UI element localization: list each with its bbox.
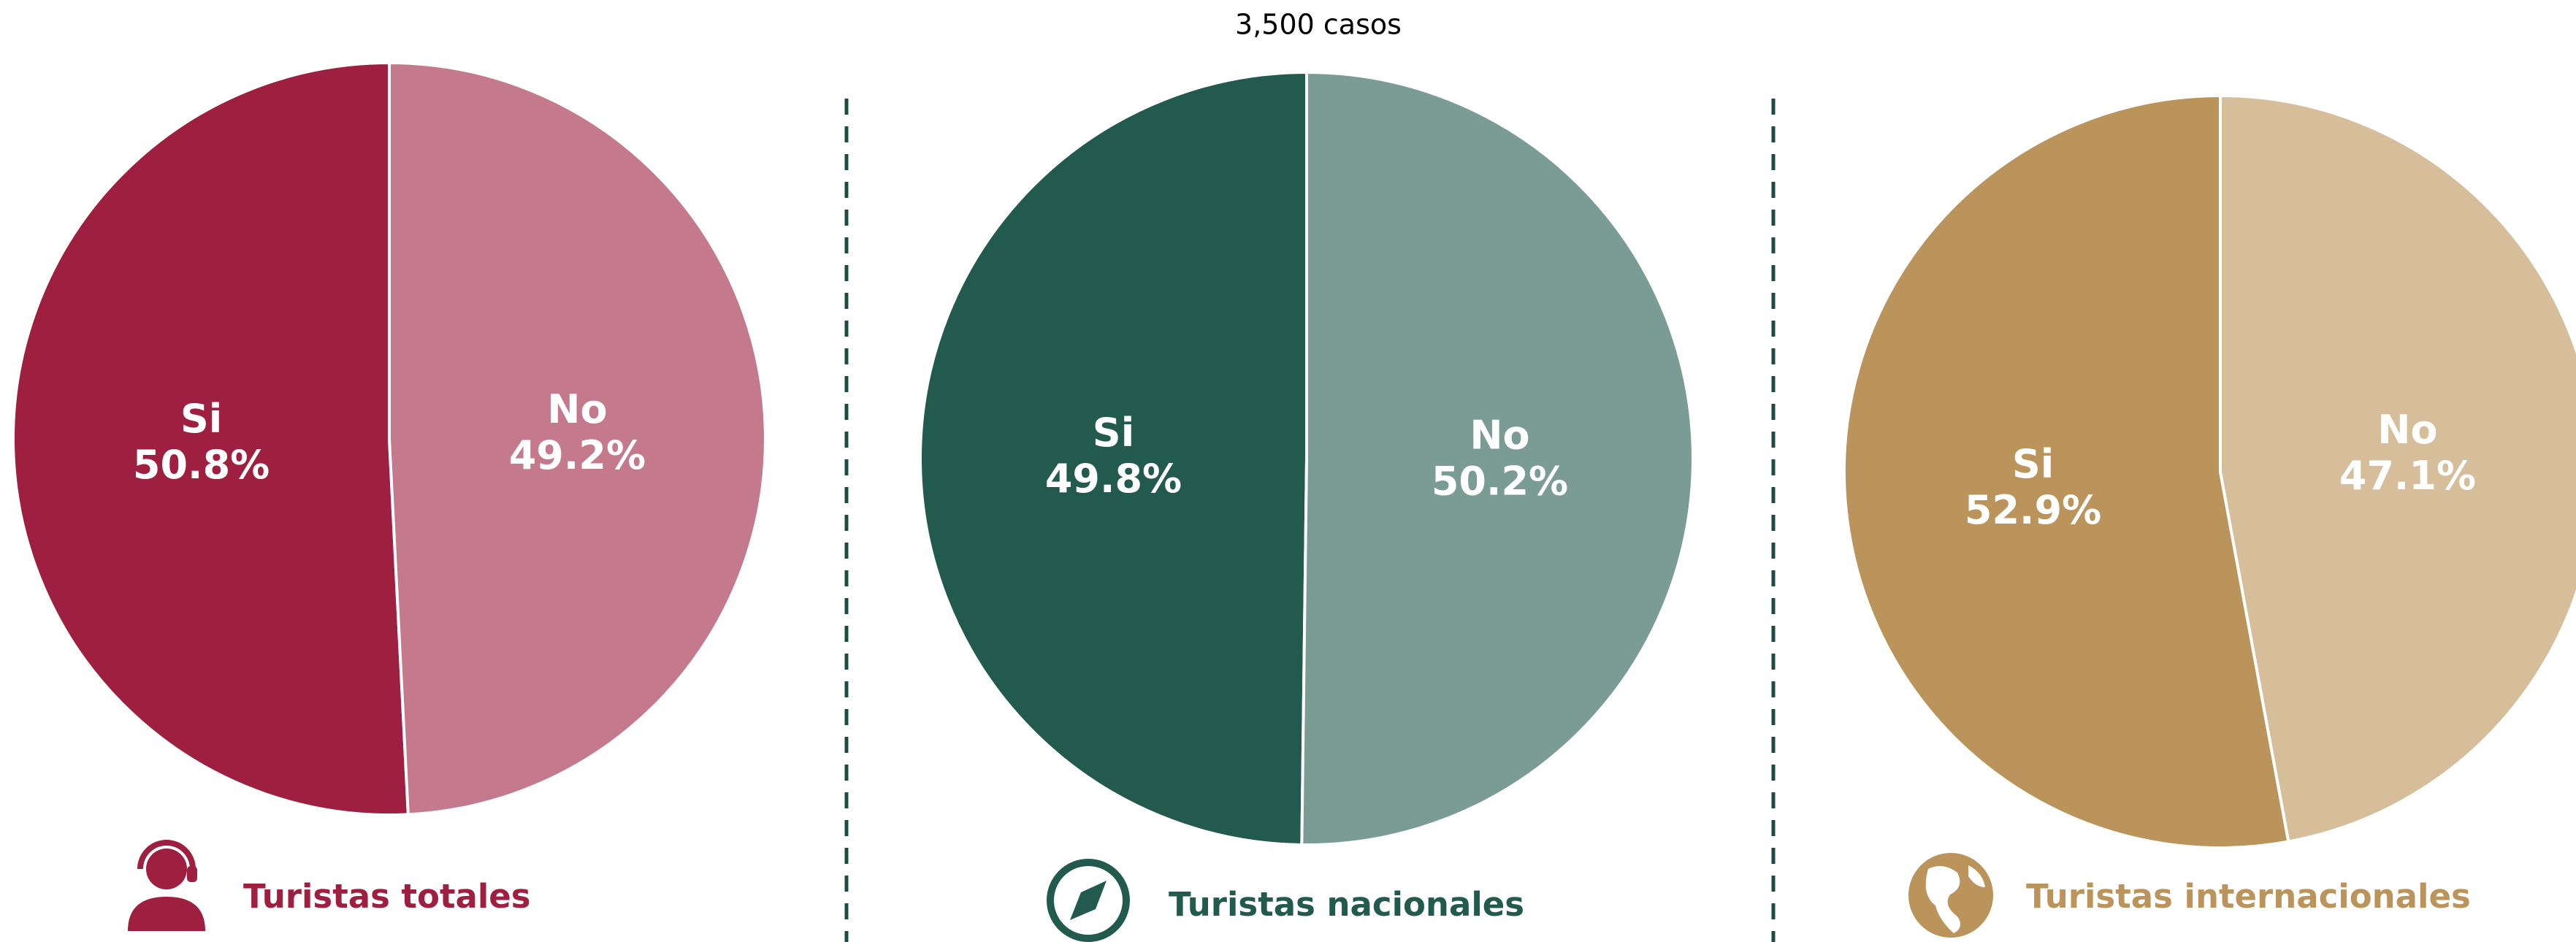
pie-slice: [918, 70, 1308, 846]
pie-slice: [388, 61, 767, 816]
pie-slice: [2219, 93, 2576, 843]
globe-icon: [1908, 853, 1993, 938]
pie-slice: [1300, 70, 1694, 846]
pie-slice: [12, 61, 410, 816]
pie-slice: [1842, 93, 2290, 849]
slice-category: No: [2377, 407, 2437, 453]
slice-category: Si: [1093, 410, 1134, 456]
slice-value-label: 49.2%: [509, 432, 646, 478]
slice-category: No: [547, 386, 607, 432]
slice-value-label: 52.9%: [1965, 487, 2101, 533]
slice-category: Si: [2012, 441, 2054, 487]
chart-title: Turistas internacionales: [2026, 877, 2471, 916]
slice-category: Si: [180, 396, 222, 442]
slice-value-label: 47.1%: [2339, 453, 2476, 499]
slice-category: No: [1469, 412, 1529, 458]
chart-title: Turistas totales: [243, 877, 531, 916]
slice-value-label: 50.2%: [1432, 458, 1568, 504]
slice-value-label: 50.8%: [133, 442, 270, 488]
slice-value-label: 49.8%: [1045, 456, 1182, 502]
person-icon: [128, 840, 205, 931]
chart-title: Turistas nacionales: [1169, 885, 1524, 924]
compass-icon: [1047, 859, 1130, 942]
chart-subtitle: 3,500 casos: [1235, 9, 1402, 41]
